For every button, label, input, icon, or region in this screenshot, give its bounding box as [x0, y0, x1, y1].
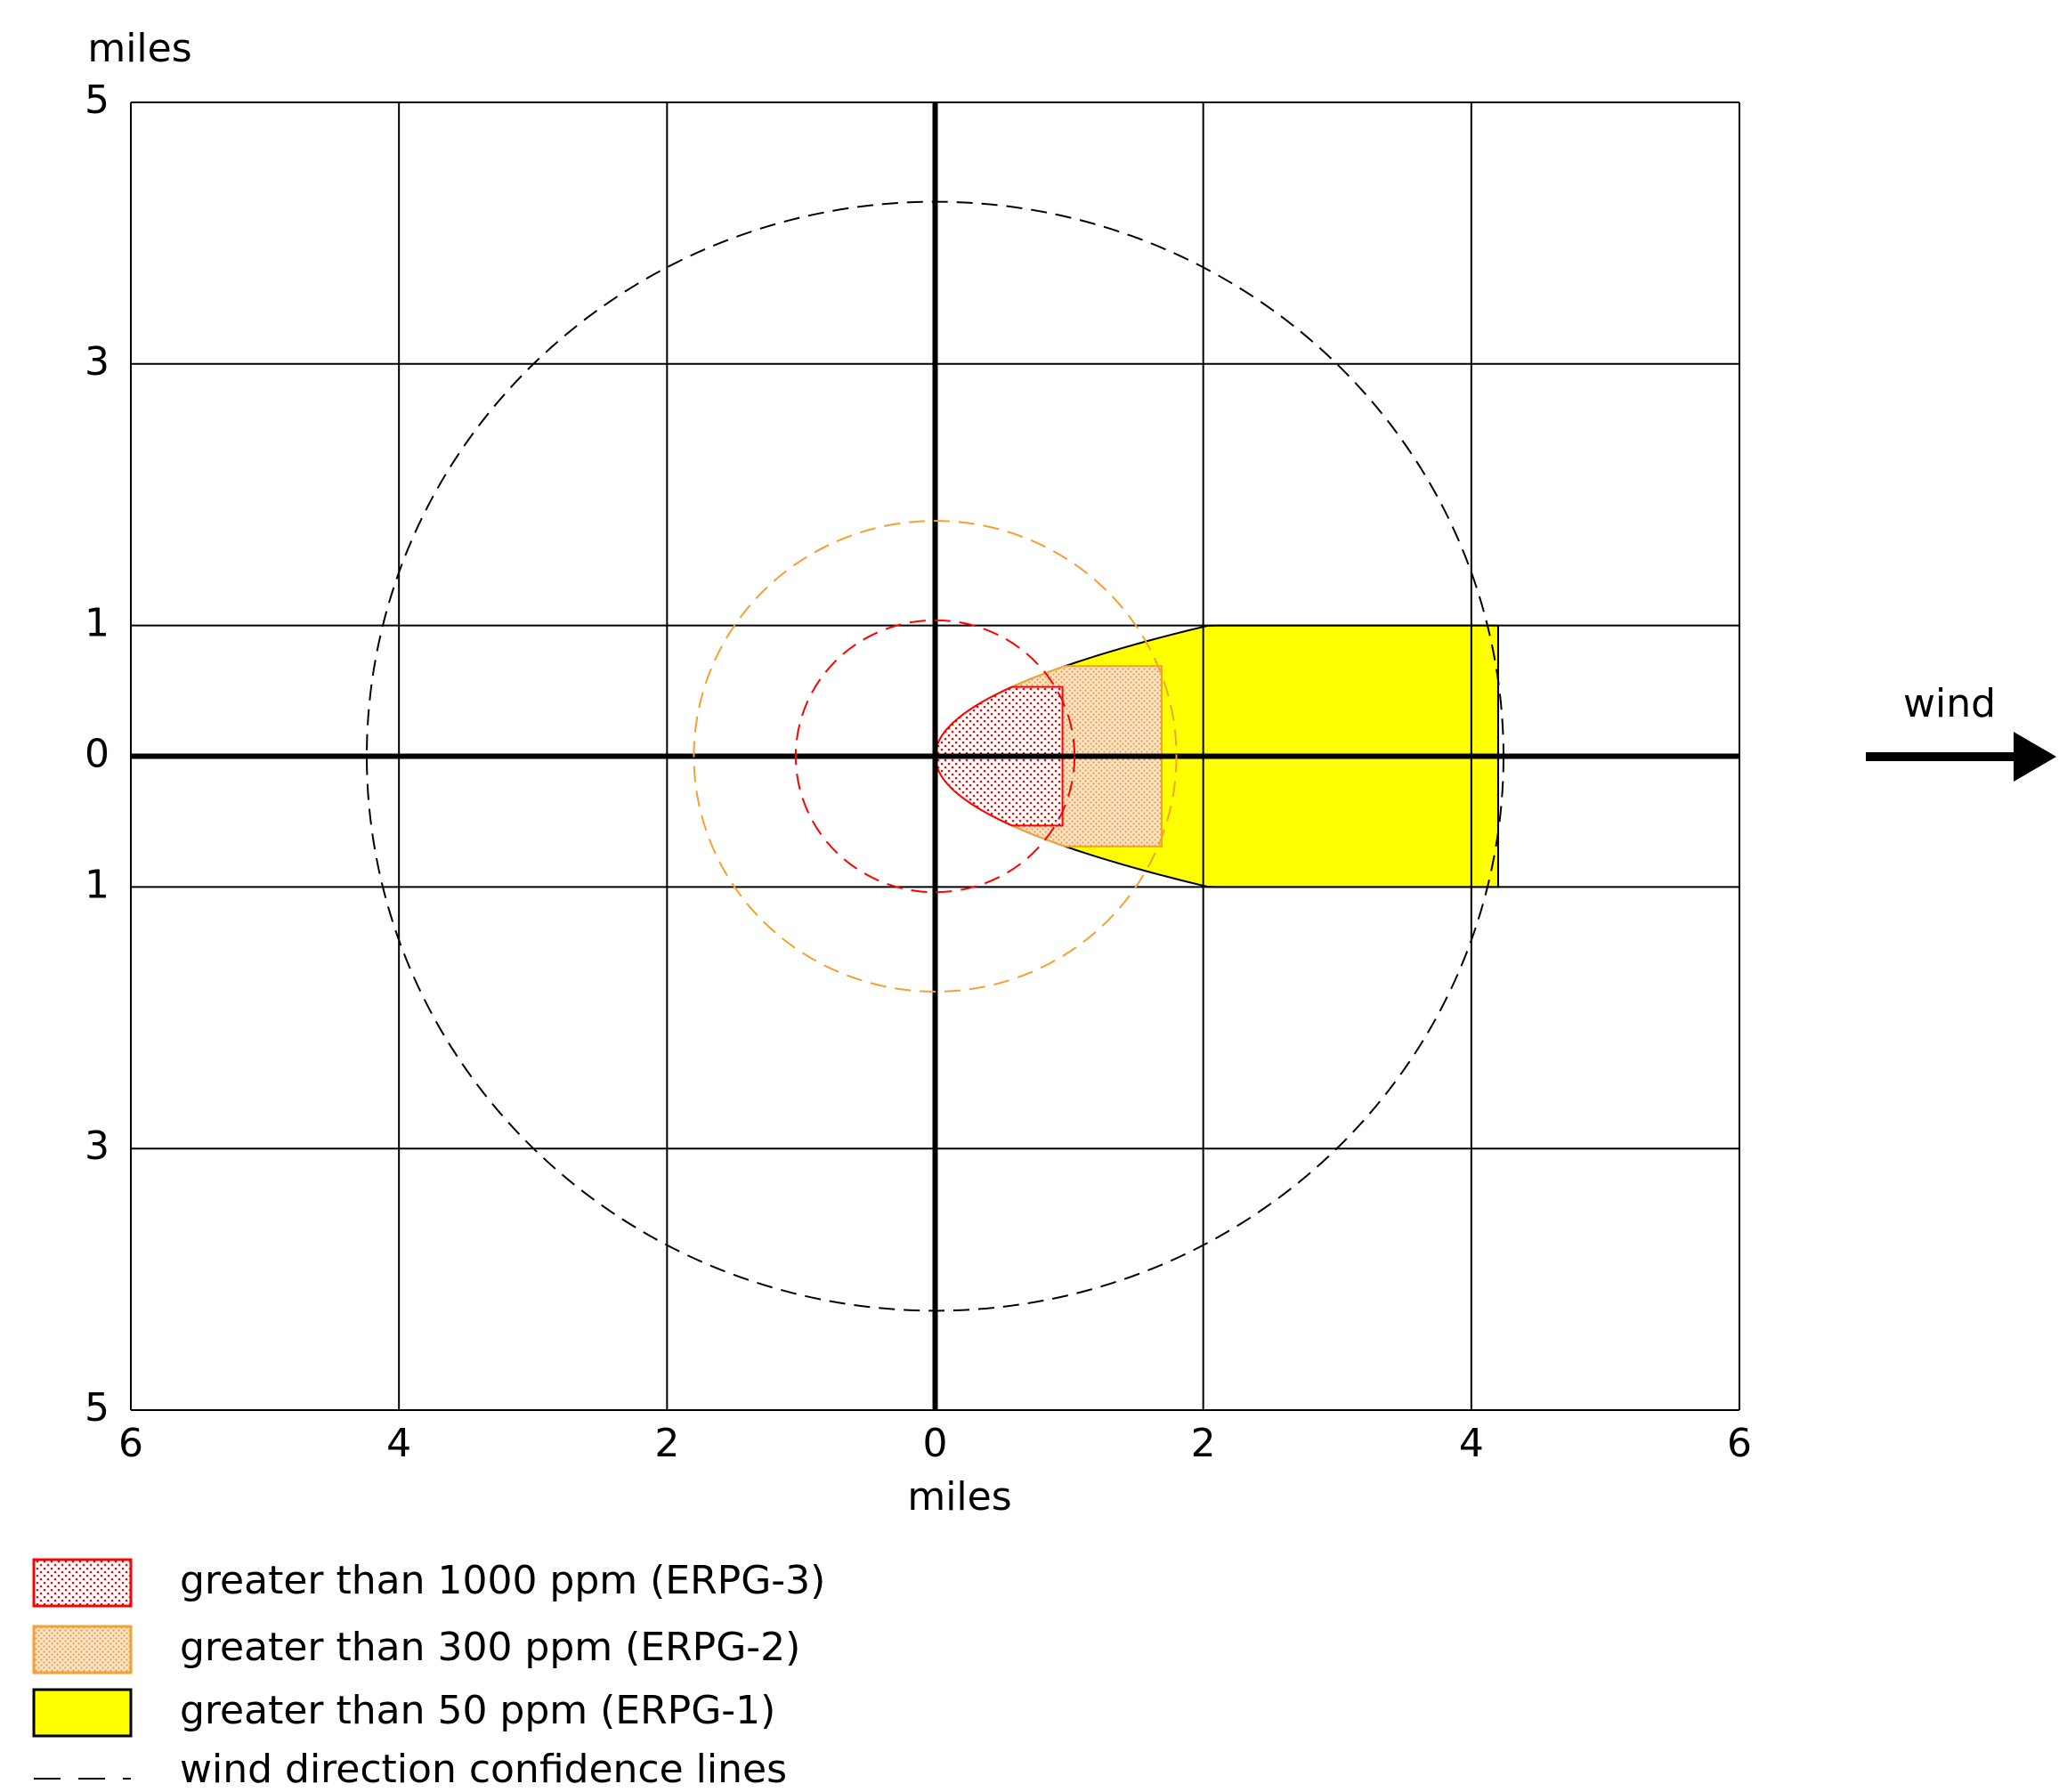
confidence-line: [366, 200, 1504, 1312]
legend-label: greater than 1000 ppm (ERPG-3): [180, 1558, 825, 1603]
x-tick-label: 4: [1459, 1421, 1484, 1466]
legend-label: wind direction confidence lines: [180, 1747, 787, 1792]
y-tick-label: 0: [85, 732, 109, 777]
x-axis-label: miles: [907, 1474, 1011, 1520]
y-tick-label: 1: [85, 862, 109, 907]
confidence-line: [794, 619, 1076, 894]
x-tick-label: 0: [923, 1421, 948, 1466]
y-tick-label: 1: [85, 601, 109, 646]
wind-label: wind: [1903, 681, 1996, 726]
y-tick-label: 3: [85, 1123, 109, 1169]
confidence-line: [693, 520, 1178, 993]
y-tick-label: 5: [85, 77, 109, 123]
x-tick-label: 4: [386, 1421, 411, 1466]
legend-label: greater than 50 ppm (ERPG-1): [180, 1688, 775, 1733]
legend-swatch: [32, 1625, 133, 1674]
x-tick-label: 6: [118, 1421, 143, 1466]
y-axis-label: miles: [87, 26, 191, 71]
wind-arrow-head: [2014, 732, 2056, 782]
x-tick-label: 6: [1727, 1421, 1752, 1466]
x-tick-label: 2: [1191, 1421, 1216, 1466]
y-tick-label: 3: [85, 339, 109, 385]
x-tick-label: 2: [654, 1421, 679, 1466]
legend-label: greater than 300 ppm (ERPG-2): [180, 1625, 800, 1670]
y-tick-label: 5: [85, 1385, 109, 1431]
legend-swatch: [32, 1558, 133, 1608]
legend-swatch: [32, 1688, 133, 1738]
